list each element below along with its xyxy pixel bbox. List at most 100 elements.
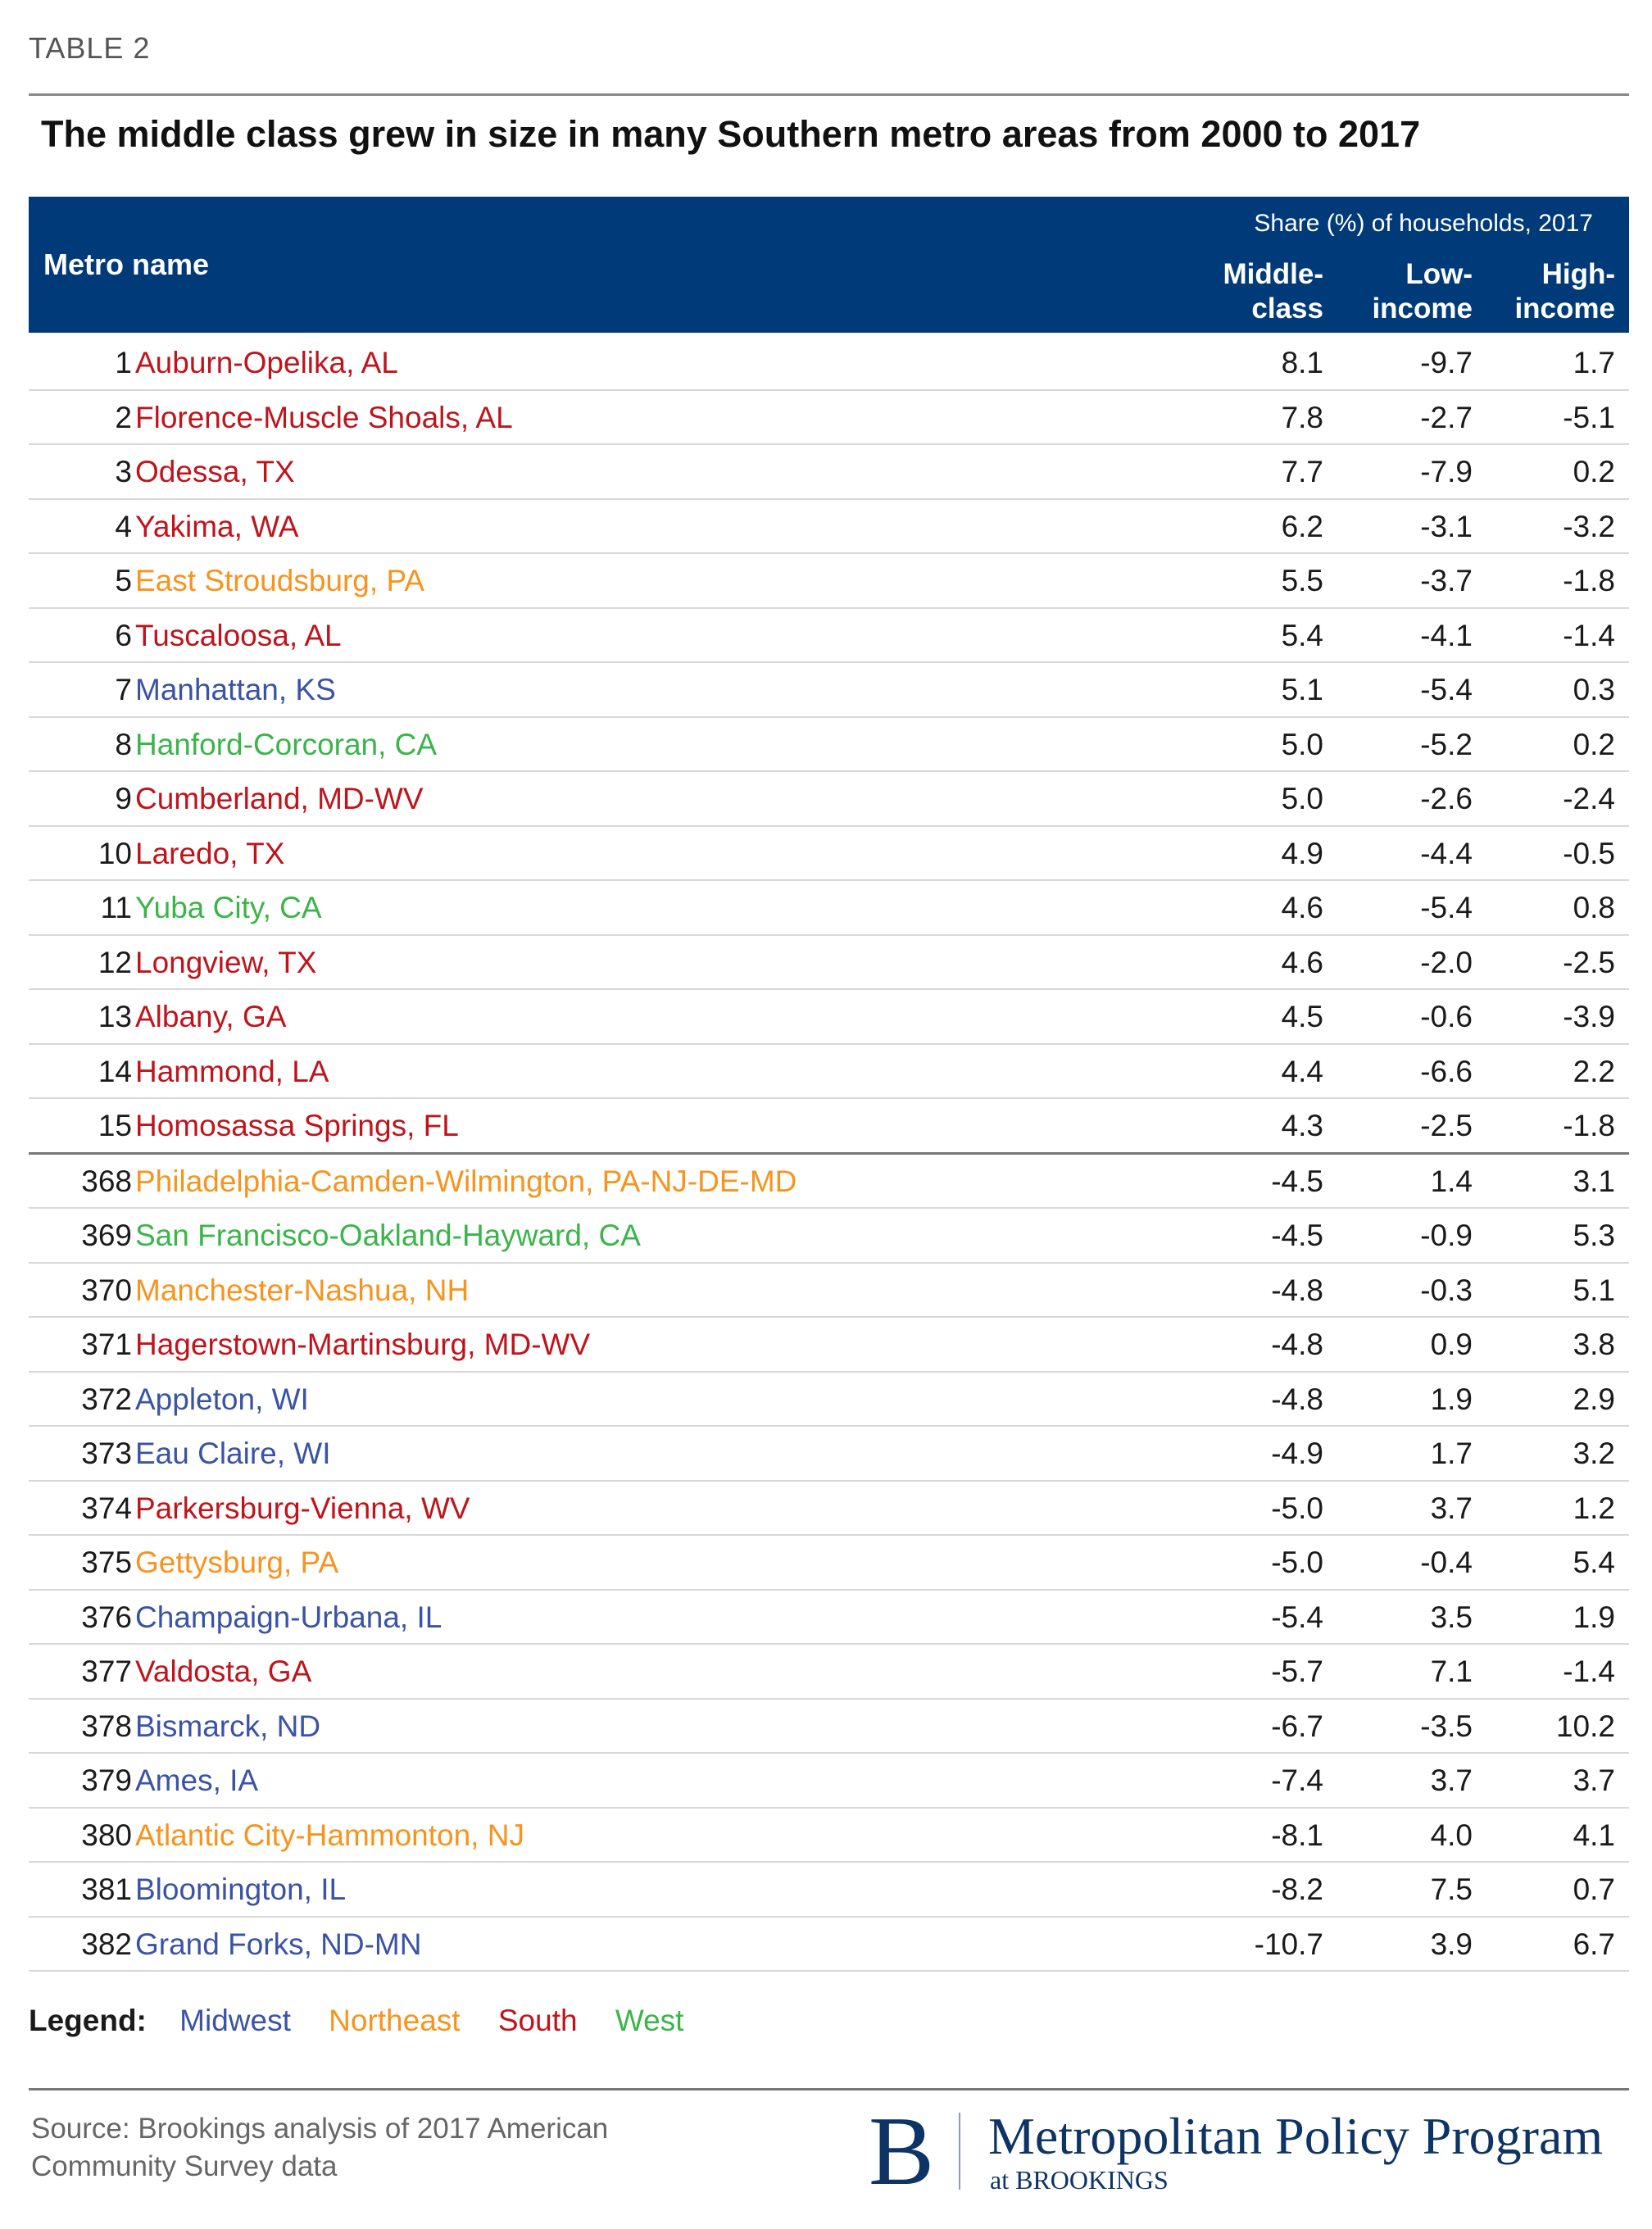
low-cell: 1.7 xyxy=(1430,1437,1473,1470)
metro-name: Manhattan, KS xyxy=(135,673,336,706)
high-cell: 5.4 xyxy=(1573,1546,1615,1579)
low-cell: 4.0 xyxy=(1430,1818,1473,1852)
middle-cell: -8.1 xyxy=(1271,1818,1323,1852)
high-cell: 3.8 xyxy=(1573,1328,1615,1361)
low-cell: 7.5 xyxy=(1430,1873,1473,1906)
middle-cell: 7.8 xyxy=(1281,400,1323,434)
metro-name: Yuba City, CA xyxy=(135,891,322,924)
high-cell: 3.1 xyxy=(1573,1164,1615,1198)
metro-name: Hammond, LA xyxy=(135,1054,329,1088)
high-cell: -2.5 xyxy=(1563,945,1615,979)
high-cell: 1.2 xyxy=(1573,1491,1615,1525)
metro-name: Gettysburg, PA xyxy=(135,1546,339,1579)
legend: Legend: Midwest Northeast South West xyxy=(29,2004,713,2038)
low-cell: -0.6 xyxy=(1420,1000,1473,1033)
rank-cell: 375 xyxy=(81,1546,132,1579)
table-row: 6 Tuscaloosa, AL 5.4 -4.1 -1.4 xyxy=(29,609,1629,663)
low-cell: -4.4 xyxy=(1420,836,1473,870)
metro-name: East Stroudsburg, PA xyxy=(135,564,425,597)
rank-cell: 373 xyxy=(81,1437,132,1470)
table-row: 13 Albany, GA 4.5 -0.6 -3.9 xyxy=(29,990,1629,1045)
low-cell: -9.7 xyxy=(1420,346,1473,379)
logo-divider xyxy=(959,2113,960,2190)
header-line: High- xyxy=(1541,258,1615,290)
middle-cell: -4.9 xyxy=(1271,1437,1323,1470)
low-cell: -5.2 xyxy=(1420,727,1473,761)
middle-cell: 5.1 xyxy=(1281,673,1323,706)
rank-cell: 7 xyxy=(115,673,132,706)
rank-cell: 371 xyxy=(81,1328,132,1361)
low-cell: -5.4 xyxy=(1420,891,1473,924)
rank-cell: 9 xyxy=(115,782,132,815)
metro-name: Laredo, TX xyxy=(135,836,285,870)
rank-cell: 5 xyxy=(115,564,132,597)
high-cell: -2.4 xyxy=(1563,782,1615,815)
rank-cell: 379 xyxy=(81,1764,132,1797)
middle-cell: 8.1 xyxy=(1281,346,1323,379)
logo-sub: at BROOKINGS xyxy=(990,2165,1169,2195)
low-cell: -2.6 xyxy=(1420,782,1473,815)
rank-cell: 4 xyxy=(115,509,132,543)
metro-name: Tuscaloosa, AL xyxy=(135,618,342,652)
high-cell: 2.2 xyxy=(1573,1054,1615,1088)
table-title: The middle class grew in size in many So… xyxy=(41,113,1421,155)
low-cell: 1.9 xyxy=(1430,1382,1473,1416)
table-row: 376 Champaign-Urbana, IL -5.4 3.5 1.9 xyxy=(29,1591,1629,1645)
metro-name: Homosassa Springs, FL xyxy=(135,1109,459,1142)
header-line: income xyxy=(1514,293,1615,325)
high-cell: -1.4 xyxy=(1563,618,1615,652)
table-row: 1 Auburn-Opelika, AL 8.1 -9.7 1.7 xyxy=(29,336,1629,391)
rank-cell: 380 xyxy=(81,1818,132,1852)
high-cell: 6.7 xyxy=(1573,1927,1615,1961)
legend-northeast: Northeast xyxy=(329,2004,461,2037)
metro-name: Cumberland, MD-WV xyxy=(135,782,424,815)
middle-cell: -10.7 xyxy=(1254,1927,1323,1961)
rank-cell: 370 xyxy=(81,1273,132,1307)
low-cell: 3.7 xyxy=(1430,1491,1473,1525)
low-cell: -0.9 xyxy=(1420,1219,1473,1252)
table-row: 9 Cumberland, MD-WV 5.0 -2.6 -2.4 xyxy=(29,772,1629,827)
middle-cell: -5.7 xyxy=(1271,1655,1323,1688)
low-cell: -3.7 xyxy=(1420,564,1473,597)
middle-cell: -8.2 xyxy=(1271,1873,1323,1906)
table-row: 370 Manchester-Nashua, NH -4.8 -0.3 5.1 xyxy=(29,1264,1629,1318)
table-row: 5 East Stroudsburg, PA 5.5 -3.7 -1.8 xyxy=(29,554,1629,609)
metro-name: Longview, TX xyxy=(135,945,317,979)
metro-name: Atlantic City-Hammonton, NJ xyxy=(135,1818,524,1852)
metro-name: Yakima, WA xyxy=(135,509,299,543)
metro-name: Parkersburg-Vienna, WV xyxy=(135,1491,470,1525)
middle-cell: 4.6 xyxy=(1281,945,1323,979)
table-row: 14 Hammond, LA 4.4 -6.6 2.2 xyxy=(29,1045,1629,1099)
high-cell: -0.5 xyxy=(1563,836,1615,870)
metro-name: Auburn-Opelika, AL xyxy=(135,346,398,379)
table-body: 1 Auburn-Opelika, AL 8.1 -9.7 1.7 2 Florence-M… xyxy=(29,336,1629,1972)
low-cell: 3.9 xyxy=(1430,1927,1473,1961)
low-cell: 7.1 xyxy=(1430,1655,1473,1688)
rank-cell: 3 xyxy=(115,455,132,488)
rank-cell: 8 xyxy=(115,727,132,761)
low-cell: 1.4 xyxy=(1430,1164,1473,1198)
low-cell: 3.7 xyxy=(1430,1764,1473,1797)
metro-name: Ames, IA xyxy=(135,1764,259,1797)
high-cell: -1.8 xyxy=(1563,1109,1615,1142)
table-row: 381 Bloomington, IL -8.2 7.5 0.7 xyxy=(29,1863,1629,1918)
middle-cell: -4.8 xyxy=(1271,1328,1323,1361)
table-row: 369 San Francisco-Oakland-Hayward, CA -4.5… xyxy=(29,1209,1629,1264)
table-row: 380 Atlantic City-Hammonton, NJ -8.1 4.0 4.1 xyxy=(29,1809,1629,1863)
rank-cell: 10 xyxy=(98,836,132,870)
high-income-header: High-income xyxy=(1514,257,1615,326)
high-cell: 1.9 xyxy=(1573,1600,1615,1634)
metro-name: Philadelphia-Camden-Wilmington, PA-NJ-DE… xyxy=(135,1164,797,1198)
rank-cell: 11 xyxy=(100,891,132,924)
low-income-header: Low-income xyxy=(1372,257,1473,326)
middle-cell: -7.4 xyxy=(1271,1764,1323,1797)
metro-name-header: Metro name xyxy=(43,247,210,281)
logo-name: Metropolitan Policy Program xyxy=(988,2107,1604,2165)
middle-cell: -4.8 xyxy=(1271,1382,1323,1416)
middle-cell: 7.7 xyxy=(1281,455,1323,488)
header-line: income xyxy=(1372,293,1473,325)
middle-cell: 4.4 xyxy=(1281,1054,1323,1088)
rank-cell: 374 xyxy=(81,1491,132,1525)
metro-name: San Francisco-Oakland-Hayward, CA xyxy=(135,1219,641,1252)
source-note: Source: Brookings analysis of 2017 Ameri… xyxy=(31,2113,609,2182)
